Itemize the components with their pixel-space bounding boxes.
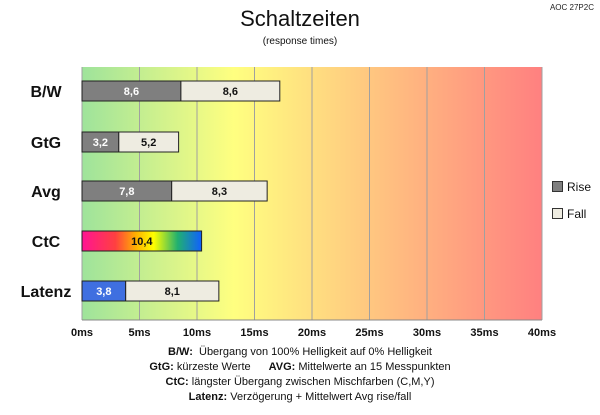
chart-subtitle: (response times) — [262, 36, 338, 47]
legend-label-rise: Rise — [567, 180, 592, 194]
bar-fall — [118, 131, 180, 153]
bar-fall-label: 5,2 — [141, 137, 156, 149]
note-ctc-text: längster Übergang zwischen Mischfarben (… — [191, 376, 435, 388]
note-bw: B/W: Übergang von 100% Helligkeit auf 0%… — [0, 345, 600, 360]
note-gtg-avg: GtG: kürzeste Werte AVG: Mittelwerte an 1… — [0, 360, 600, 375]
note-bw-key: B/W: — [168, 346, 193, 358]
legend-label-fall: Fall — [567, 207, 587, 221]
bar-rise-label: 8,6 — [124, 86, 139, 98]
bar-fall-label: 8,1 — [165, 286, 180, 298]
note-latenz-text: Verzögerung + Mittelwert Avg rise/fall — [230, 391, 412, 403]
legend-swatch-fall — [552, 208, 563, 219]
x-tick-label: 15ms — [240, 327, 268, 339]
x-tick-label: 10ms — [183, 327, 211, 339]
x-tick-label: 25ms — [355, 327, 383, 339]
bars: 8,6 8,6 3,2 5,2 7,8 8,3 10,4 3,8 8,1 — [81, 80, 281, 302]
x-tick-label: 20ms — [298, 327, 326, 339]
bar-fall — [180, 80, 281, 102]
bar-rise-label: 3,2 — [93, 137, 108, 149]
bar-latency-label: 3,8 — [96, 286, 111, 298]
note-bw-text: Übergang von 100% Helligkeit auf 0% Hell… — [199, 346, 432, 358]
category-label: GtG — [31, 135, 61, 152]
bar-fall-label: 8,3 — [212, 186, 227, 198]
note-latenz: Latenz: Verzögerung + Mittelwert Avg ris… — [0, 390, 600, 405]
legend-swatch-rise — [552, 181, 563, 192]
note-gtg-key: GtG: — [149, 361, 174, 373]
category-labels: B/W GtG Avg CtC Latenz — [21, 84, 72, 301]
chart-title: Schaltzeiten — [240, 6, 360, 31]
note-ctc: CtC: längster Übergang zwischen Mischfar… — [0, 375, 600, 390]
note-avg-text: Mittelwerte an 15 Messpunkten — [298, 361, 451, 373]
category-label: B/W — [30, 84, 62, 101]
bar-fall — [171, 180, 268, 202]
x-tick-label: 40ms — [528, 327, 556, 339]
bar-rise-label: 7,8 — [119, 186, 134, 198]
bar-ctc — [81, 230, 203, 252]
legend-item-rise: Rise — [552, 180, 591, 194]
monitor-model-label: AOC 27P2C — [549, 3, 594, 12]
bar-fall — [125, 280, 220, 302]
note-latenz-key: Latenz: — [188, 391, 228, 403]
x-tick-label: 30ms — [413, 327, 441, 339]
x-tick-label: 0ms — [71, 327, 93, 339]
chart-notes: B/W: Übergang von 100% Helligkeit auf 0%… — [0, 345, 600, 405]
legend-item-fall: Fall — [552, 207, 586, 221]
note-gtg-text: kürzeste Werte — [176, 361, 251, 373]
category-label: CtC — [32, 234, 61, 251]
category-label: Latenz — [21, 284, 72, 301]
response-time-chart: 8,6 8,6 3,2 5,2 7,8 8,3 10,4 3,8 8,1 B/W GtG Avg Ct… — [21, 67, 556, 339]
bar-ctc-label: 10,4 — [131, 236, 153, 248]
note-avg-key: AVG: — [268, 361, 296, 373]
note-ctc-key: CtC: — [165, 376, 189, 388]
bar-fall-label: 8,6 — [223, 86, 238, 98]
x-axis-ticks: 0ms 5ms 10ms 15ms 20ms 25ms 30ms 35ms 40ms — [71, 327, 556, 339]
x-tick-label: 35ms — [470, 327, 498, 339]
category-label: Avg — [31, 184, 61, 201]
x-tick-label: 5ms — [128, 327, 150, 339]
